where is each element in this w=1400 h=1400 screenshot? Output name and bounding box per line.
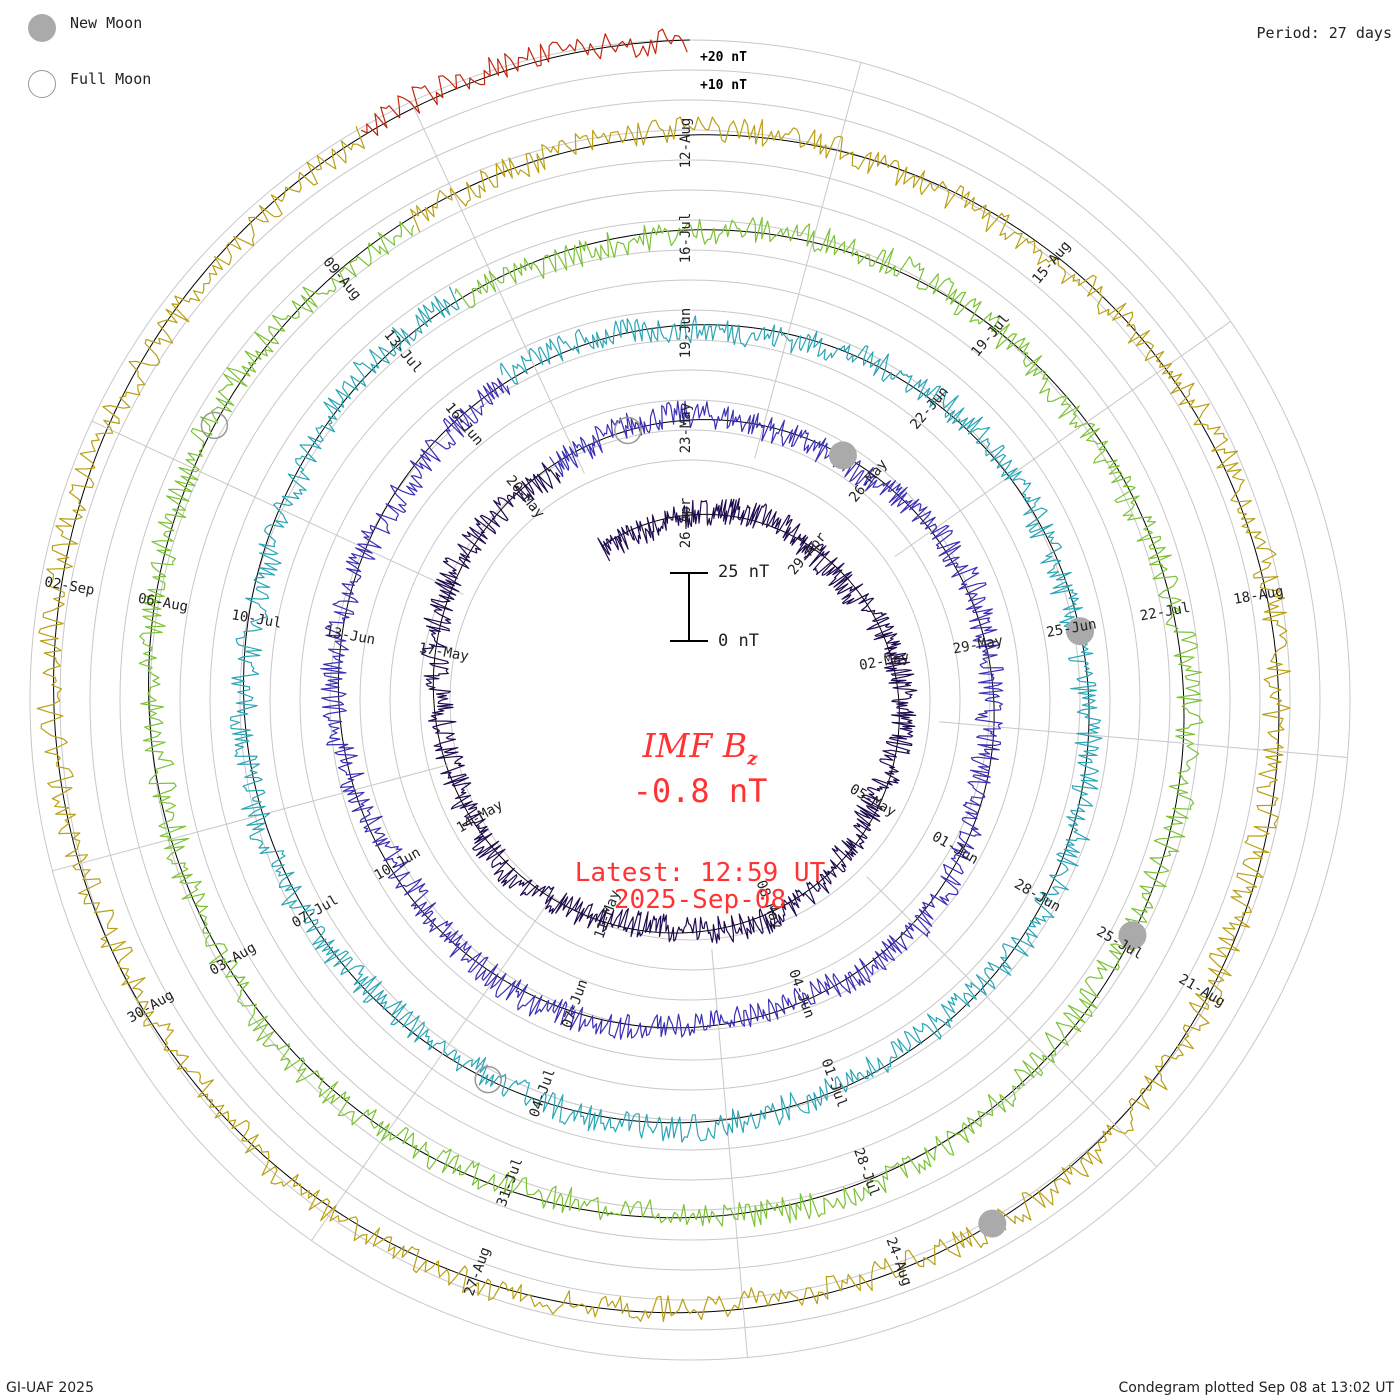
date-label: 10-Jun bbox=[372, 845, 424, 884]
date-label: 01-Jul bbox=[818, 1057, 850, 1110]
date-label: 14-May bbox=[454, 797, 506, 836]
latest-time: Latest: 12:59 UT bbox=[574, 858, 826, 888]
credit-label: GI-UAF 2025 bbox=[6, 1380, 94, 1396]
center-title-main: IMF B bbox=[642, 726, 748, 765]
date-label: 07-Jun bbox=[559, 977, 591, 1030]
grid-ring bbox=[359, 369, 1021, 1031]
scale-bar-top-tick bbox=[670, 572, 708, 574]
date-label: 06-Aug bbox=[137, 591, 190, 616]
date-label: 10-Jul bbox=[230, 607, 283, 632]
scale-bar-bottom-tick bbox=[670, 640, 708, 642]
grid-spoke bbox=[866, 876, 1158, 1168]
grid-ring bbox=[239, 249, 1141, 1151]
date-label: 19-Jun bbox=[678, 308, 694, 359]
full-moon-marker bbox=[474, 1065, 502, 1094]
date-label: 07-Jul bbox=[289, 892, 341, 931]
center-title: IMF Bz bbox=[500, 726, 900, 770]
moon-markers bbox=[200, 411, 1147, 1238]
grid-ring bbox=[209, 219, 1171, 1181]
scale-top-label: 25 nT bbox=[718, 562, 770, 582]
date-label: 18-Aug bbox=[1232, 583, 1285, 608]
scale-bottom-label: 0 nT bbox=[718, 631, 759, 651]
chart-spokes bbox=[52, 62, 1348, 1358]
date-label: 23-May bbox=[678, 403, 694, 454]
date-label: 16-Jul bbox=[678, 213, 694, 264]
date-label: 02-Sep bbox=[43, 574, 96, 599]
baseline-spiral bbox=[53, 39, 1280, 1314]
grid-spoke bbox=[939, 721, 1348, 759]
date-label: 22-Jul bbox=[1139, 600, 1192, 625]
plotted-label: Condegram plotted Sep 08 at 13:02 UT bbox=[1118, 1380, 1394, 1396]
trace-cycle-4 bbox=[138, 216, 1204, 1228]
new-moon-marker bbox=[1118, 921, 1147, 950]
full-moon-marker bbox=[200, 411, 229, 440]
grid-spoke bbox=[754, 62, 862, 459]
ring-label: +20 nT bbox=[700, 50, 747, 65]
date-label: 16-Jun bbox=[442, 400, 487, 449]
center-value: -0.8 nT bbox=[632, 772, 768, 810]
grid-ring bbox=[449, 459, 931, 941]
new-moon-icon bbox=[28, 14, 56, 42]
grid-spoke bbox=[894, 321, 1231, 558]
grid-spoke bbox=[311, 904, 548, 1241]
grid-ring bbox=[389, 399, 991, 1001]
grid-ring bbox=[149, 159, 1231, 1241]
latest-date: 2025-Sep-08 bbox=[613, 885, 787, 915]
full-moon-marker bbox=[614, 416, 642, 445]
date-label: 19-Jul bbox=[968, 311, 1013, 360]
grid-spoke bbox=[410, 101, 585, 474]
date-label: 29-May bbox=[952, 633, 1005, 658]
new-moon-marker bbox=[1066, 617, 1095, 646]
period-label: Period: 27 days bbox=[1256, 24, 1392, 42]
trace-cycle-5 bbox=[36, 116, 1291, 1323]
grid-ring bbox=[89, 99, 1291, 1301]
trace-cycle-3 bbox=[229, 286, 1103, 1143]
grid-spoke bbox=[52, 764, 449, 872]
date-label: 09-Aug bbox=[319, 254, 364, 303]
grid-ring bbox=[419, 429, 961, 971]
new-moon-marker bbox=[828, 441, 857, 470]
trace-cycle-1 bbox=[421, 462, 918, 944]
legend-new-moon: New Moon bbox=[70, 14, 143, 32]
date-label: 12-Aug bbox=[678, 118, 694, 169]
ring-labels: +20 nT +10 nT bbox=[700, 50, 747, 93]
scale-bar bbox=[688, 573, 690, 641]
grid-ring bbox=[59, 69, 1321, 1331]
date-label: 31-Jul bbox=[494, 1156, 526, 1209]
ring-label: +10 nT bbox=[700, 78, 747, 93]
grid-ring bbox=[269, 279, 1111, 1121]
legend-full-moon: Full Moon bbox=[70, 70, 152, 88]
full-moon-icon bbox=[28, 70, 56, 98]
date-label: 22-Jun bbox=[907, 384, 952, 433]
chart-traces bbox=[36, 28, 1291, 1323]
trace-cycle-6 bbox=[360, 28, 688, 136]
date-label: 26-Apr bbox=[678, 498, 694, 549]
center-title-sub: z bbox=[747, 748, 758, 770]
grid-ring bbox=[299, 309, 1081, 1091]
grid-spoke bbox=[91, 420, 464, 595]
new-moon-marker bbox=[978, 1209, 1007, 1238]
grid-ring bbox=[119, 129, 1261, 1271]
